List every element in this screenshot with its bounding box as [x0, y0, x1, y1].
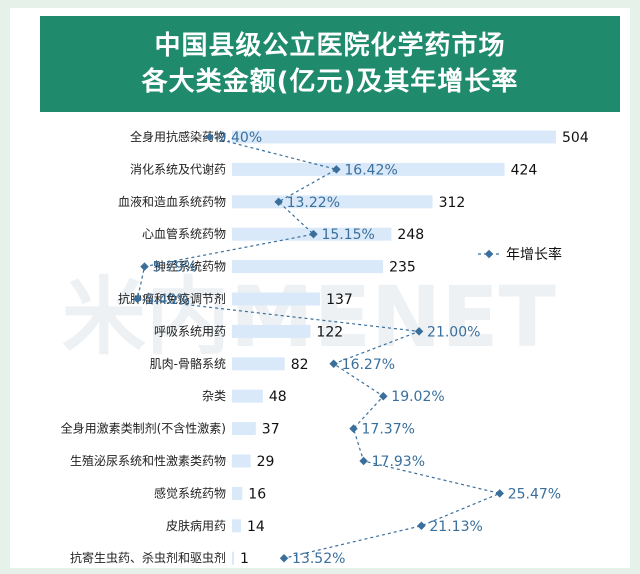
growth-point	[495, 489, 504, 498]
growth-line-series: 9.40% 16.42% 13.22% 15.15% 5.79% 5.40% 21.00% 1…	[133, 130, 561, 567]
growth-point	[309, 229, 318, 239]
bar-value-label: 29	[257, 454, 275, 470]
bar	[232, 162, 505, 176]
category-label: 血液和造血系统药物	[118, 194, 226, 209]
growth-point	[205, 132, 214, 142]
chart-frame: 中国县级公立医院化学药市场 各大类金额(亿元)及其年增长率	[10, 8, 630, 568]
bar-value-label: 82	[291, 357, 309, 373]
category-label: 呼吸系统用药	[154, 324, 226, 338]
growth-point	[332, 165, 341, 174]
growth-point	[414, 327, 424, 336]
growth-point	[279, 553, 289, 563]
bar-value-label: 504	[562, 130, 589, 146]
bar	[232, 422, 256, 436]
growth-label: 21.00%	[427, 324, 480, 340]
bar-value-label: 1	[240, 551, 249, 567]
growth-label: 16.27%	[342, 357, 395, 373]
bar	[232, 486, 243, 500]
bar-value-label: 37	[262, 422, 280, 438]
bar-value-label: 235	[389, 260, 416, 276]
bar	[232, 357, 285, 371]
bar-value-label: 14	[247, 519, 265, 535]
bar-value-label: 424	[511, 162, 538, 178]
legend: 年增长率	[478, 246, 562, 263]
growth-point	[329, 359, 338, 369]
bar-value-label: 48	[269, 389, 287, 405]
category-label: 生殖泌尿系统和性激素类药物	[70, 453, 226, 468]
bar	[232, 389, 263, 403]
title-banner: 中国县级公立医院化学药市场 各大类金额(亿元)及其年增长率	[40, 16, 620, 112]
growth-label: 5.79%	[153, 260, 197, 276]
bar-value-label: 312	[439, 195, 466, 211]
category-label: 消化系统及代谢药	[130, 161, 226, 176]
bar-series	[232, 130, 556, 565]
category-label: 心血管系统药物	[142, 226, 226, 241]
growth-label: 17.37%	[362, 422, 415, 438]
growth-label: 5.40%	[145, 292, 189, 308]
growth-label: 17.93%	[372, 454, 425, 470]
growth-point	[349, 424, 358, 433]
growth-point	[417, 521, 426, 531]
category-label: 抗寄生虫药、杀虫剂和驱虫剂	[70, 550, 226, 565]
growth-label: 13.22%	[287, 195, 340, 211]
bar-value-label: 16	[248, 486, 266, 502]
category-label: 杂类	[202, 389, 226, 403]
bar	[232, 195, 433, 209]
watermark: 米内MENET	[62, 268, 556, 366]
category-label: 肌肉-骨骼系统	[150, 356, 226, 371]
category-labels: 全身用抗感染药物消化系统及代谢药血液和造血系统药物心血管系统药物神经系统药物抗肿…	[61, 129, 226, 565]
bar	[232, 519, 241, 533]
category-label: 抗肿瘤和免疫调节剂	[118, 291, 226, 306]
category-label: 神经系统药物	[154, 260, 226, 274]
growth-label: 13.52%	[292, 551, 345, 567]
bar-value-label: 122	[316, 324, 343, 340]
bar	[232, 260, 384, 274]
legend-label: 年增长率	[506, 246, 562, 263]
category-label: 全身用激素类制剂(不含性激素)	[61, 421, 226, 436]
category-label: 感觉系统药物	[154, 485, 226, 500]
growth-label: 25.47%	[508, 486, 561, 502]
growth-label: 9.40%	[218, 130, 262, 146]
category-label: 皮肤病用药	[166, 518, 226, 533]
legend-marker	[484, 249, 494, 259]
growth-label: 21.13%	[429, 519, 482, 535]
bar	[232, 454, 251, 468]
category-label: 全身用抗感染药物	[130, 129, 226, 144]
chart-title-line2: 各大类金额(亿元)及其年增长率	[141, 67, 519, 97]
growth-point	[379, 391, 388, 401]
bar	[232, 292, 321, 306]
growth-point	[359, 456, 368, 466]
growth-label: 19.02%	[391, 389, 444, 405]
chart-title-line1: 中国县级公立医院化学药市场	[154, 31, 506, 61]
growth-label: 15.15%	[321, 227, 374, 243]
bar	[232, 551, 234, 565]
bar	[232, 130, 556, 144]
growth-point	[140, 262, 149, 271]
bar	[232, 324, 311, 338]
growth-point	[274, 197, 283, 207]
growth-label: 16.42%	[344, 162, 397, 178]
bar-value-label: 248	[397, 227, 424, 243]
growth-line	[136, 136, 502, 559]
bar-value-label: 137	[326, 292, 353, 308]
